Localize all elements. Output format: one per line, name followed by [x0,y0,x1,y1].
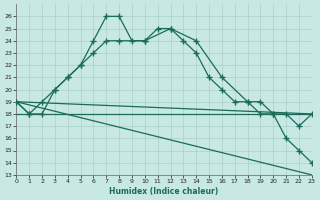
X-axis label: Humidex (Indice chaleur): Humidex (Indice chaleur) [109,187,219,196]
